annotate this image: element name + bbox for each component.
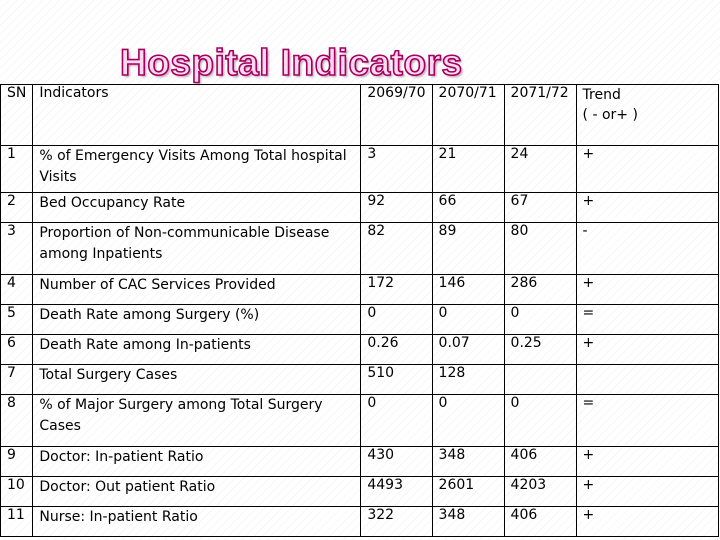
row-indicator: Nurse: In-patient Ratio (32, 506, 362, 537)
header-year-2071-72: 2071/72 (503, 84, 577, 146)
row-value-2071-72: 286 (503, 274, 577, 305)
row-trend: + (575, 476, 720, 507)
page-title: Hospital Indicators (119, 41, 463, 84)
row-value-2069-70: 0 (360, 304, 433, 335)
row-value-2071-72: 67 (503, 192, 577, 223)
row-indicator: Total Surgery Cases (32, 364, 362, 395)
header-year-2070-71: 2070/71 (431, 84, 505, 146)
row-indicator: Doctor: Out patient Ratio (32, 476, 362, 507)
row-value-2069-70: 510 (360, 364, 433, 395)
row-value-2069-70: 322 (360, 506, 433, 537)
row-trend: - (575, 222, 720, 275)
row-value-2070-71: 348 (431, 446, 505, 477)
row-value-2070-71: 66 (431, 192, 505, 223)
table-row: 3 Proportion of Non-communicable Disease … (0, 222, 720, 275)
table-row: 9 Doctor: In-patient Ratio 430 348 406 + (0, 446, 720, 477)
row-value-2071-72: 406 (503, 446, 577, 477)
row-value-2070-71: 0 (431, 304, 505, 335)
row-trend: + (575, 274, 720, 305)
row-sn: 4 (0, 274, 34, 305)
row-sn: 11 (0, 506, 34, 537)
row-sn: 10 (0, 476, 34, 507)
row-indicator: % of Emergency Visits Among Total hospit… (32, 145, 362, 193)
row-indicator: Number of CAC Services Provided (32, 274, 362, 305)
row-value-2069-70: 82 (360, 222, 433, 275)
row-sn: 5 (0, 304, 34, 335)
header-sn: SN (0, 84, 34, 146)
row-value-2071-72: 406 (503, 506, 577, 537)
row-value-2069-70: 0 (360, 394, 433, 447)
row-indicator: Proportion of Non-communicable Disease a… (32, 222, 362, 275)
row-indicator: Death Rate among In-patients (32, 334, 362, 365)
table-row: 4 Number of CAC Services Provided 172 146 28… (0, 274, 720, 305)
table-row: 11 Nurse: In-patient Ratio 322 348 406 + (0, 506, 720, 537)
row-indicator: % of Major Surgery among Total Surgery C… (32, 394, 362, 447)
row-value-2071-72: 80 (503, 222, 577, 275)
row-value-2071-72: 4203 (503, 476, 577, 507)
row-sn: 1 (0, 145, 34, 193)
row-trend: = (575, 304, 720, 335)
row-value-2070-71: 21 (431, 145, 505, 193)
row-value-2070-71: 0 (431, 394, 505, 447)
row-value-2071-72: 24 (503, 145, 577, 193)
row-value-2069-70: 92 (360, 192, 433, 223)
header-trend-legend: ( - or+ ) (582, 107, 638, 124)
row-trend (575, 364, 720, 395)
row-value-2069-70: 0.26 (360, 334, 433, 365)
row-value-2069-70: 4493 (360, 476, 433, 507)
row-value-2070-71: 146 (431, 274, 505, 305)
row-sn: 7 (0, 364, 34, 395)
row-trend: + (575, 192, 720, 223)
row-value-2070-71: 128 (431, 364, 505, 395)
row-value-2071-72 (503, 364, 577, 395)
row-value-2070-71: 89 (431, 222, 505, 275)
indicators-table: SN Indicators 2069/70 2070/71 2071/72 Tr… (0, 84, 720, 537)
row-sn: 6 (0, 334, 34, 365)
row-sn: 9 (0, 446, 34, 477)
table-header-row: SN Indicators 2069/70 2070/71 2071/72 Tr… (0, 84, 720, 146)
table-row: 10 Doctor: Out patient Ratio 4493 2601 4203 + (0, 476, 720, 507)
row-trend: + (575, 145, 720, 193)
row-value-2070-71: 348 (431, 506, 505, 537)
row-sn: 2 (0, 192, 34, 223)
row-trend: + (575, 506, 720, 537)
row-sn: 3 (0, 222, 34, 275)
table-row: 1% of Emergency Visits Among Total hospi… (0, 145, 720, 193)
row-indicator: Death Rate among Surgery (%) (32, 304, 362, 335)
row-trend: + (575, 446, 720, 477)
row-value-2069-70: 172 (360, 274, 433, 305)
row-value-2069-70: 3 (360, 145, 433, 193)
table-row: 8% of Major Surgery among Total Surgery … (0, 394, 720, 447)
header-indicators: Indicators (32, 84, 362, 146)
table-row: 5 Death Rate among Surgery (%) 0 0 0 = (0, 304, 720, 335)
header-trend: Trend ( - or+ ) (575, 84, 720, 146)
row-value-2070-71: 0.07 (431, 334, 505, 365)
row-value-2070-71: 2601 (431, 476, 505, 507)
row-value-2069-70: 430 (360, 446, 433, 477)
row-trend: + (575, 334, 720, 365)
table-row: 2 Bed Occupancy Rate 92 66 67 + (0, 192, 720, 223)
row-value-2071-72: 0.25 (503, 334, 577, 365)
row-indicator: Bed Occupancy Rate (32, 192, 362, 223)
header-trend-title: Trend (582, 87, 621, 103)
table-row: 6 Death Rate among In-patients 0.26 0.07 0.2… (0, 334, 720, 365)
table-row: 7 Total Surgery Cases 510 128 (0, 364, 720, 395)
row-value-2071-72: 0 (503, 394, 577, 447)
header-year-2069-70: 2069/70 (360, 84, 433, 146)
row-indicator: Doctor: In-patient Ratio (32, 446, 362, 477)
row-trend: = (575, 394, 720, 447)
row-sn: 8 (0, 394, 34, 447)
row-value-2071-72: 0 (503, 304, 577, 335)
